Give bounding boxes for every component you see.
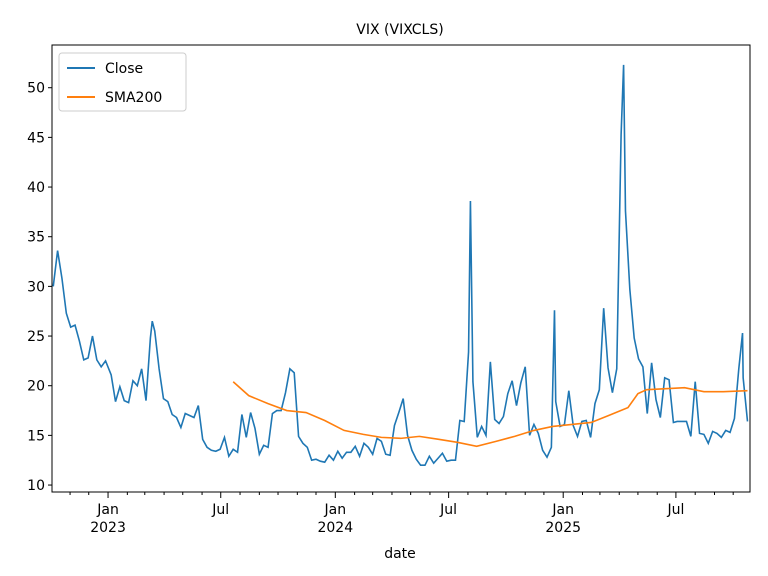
y-tick-label: 15 [27,428,45,444]
y-tick-label: 40 [27,180,45,196]
x-tick-label: Jan [96,502,119,518]
y-tick-label: 25 [27,329,45,345]
x-tick-label: Jul [666,502,684,518]
legend-label: Close [105,61,143,77]
y-tick-label: 45 [27,130,45,146]
chart-title: VIX (VIXCLS) [356,22,443,38]
x-tick-label: Jul [211,502,229,518]
y-tick-label: 35 [27,230,45,246]
x-tick-year: 2024 [317,520,353,536]
series-line [232,381,748,448]
plot-frame [51,44,751,493]
x-tick-label: Jan [324,502,347,518]
legend: Close SMA200 [58,52,187,112]
x-axis-label: date [384,546,416,562]
x-tick-year: 2025 [545,520,581,536]
y-tick-label: 10 [27,478,45,494]
x-tick-label: Jan [551,502,574,518]
y-tick-label: 20 [27,379,45,395]
y-tick-label: 30 [27,279,45,295]
x-tick-year: 2023 [90,520,126,536]
legend-label: SMA200 [105,90,162,106]
y-tick-label: 50 [27,81,45,97]
x-tick-label: Jul [439,502,457,518]
series-line [52,64,749,466]
